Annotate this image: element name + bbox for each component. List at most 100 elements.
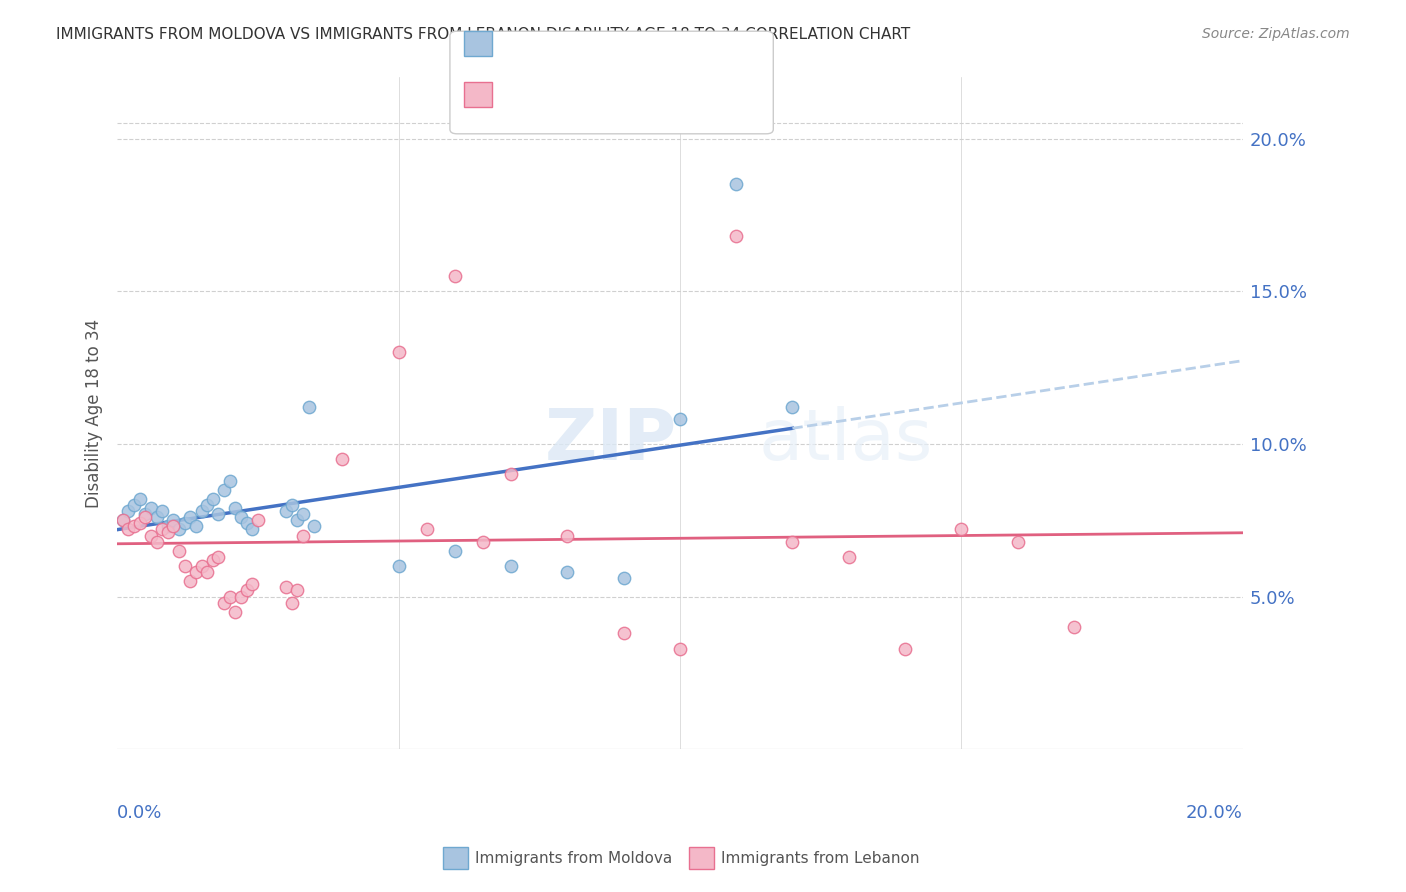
Point	[297, 401, 319, 415]
Point	[1063, 620, 1085, 634]
Point	[669, 641, 692, 656]
Point	[274, 581, 297, 595]
Point	[229, 590, 252, 604]
Point	[156, 519, 179, 533]
Text: N =: N =	[605, 31, 636, 49]
Point	[387, 559, 409, 574]
Point	[302, 519, 325, 533]
Point	[1007, 534, 1029, 549]
Point	[557, 528, 579, 542]
Point	[725, 229, 748, 244]
Text: 0.300: 0.300	[538, 31, 595, 49]
Point	[218, 590, 240, 604]
Point	[128, 491, 150, 506]
Point	[173, 516, 195, 531]
Point	[139, 501, 162, 516]
Point	[134, 510, 156, 524]
Point	[179, 510, 201, 524]
Point	[212, 596, 235, 610]
Point	[117, 504, 139, 518]
Text: Source: ZipAtlas.com: Source: ZipAtlas.com	[1202, 27, 1350, 41]
Point	[782, 534, 804, 549]
Text: 45: 45	[640, 85, 665, 103]
Point	[274, 504, 297, 518]
Point	[207, 549, 229, 564]
Text: R =: R =	[499, 31, 530, 49]
Point	[235, 583, 257, 598]
Point	[201, 553, 224, 567]
Point	[122, 519, 145, 533]
Text: -0.034: -0.034	[538, 85, 603, 103]
Text: ZIP: ZIP	[546, 406, 678, 475]
Point	[501, 467, 523, 482]
Point	[156, 525, 179, 540]
Point	[613, 571, 636, 585]
Point	[291, 507, 314, 521]
Point	[557, 565, 579, 579]
Point	[443, 268, 465, 283]
Text: N =: N =	[605, 85, 636, 103]
Point	[134, 507, 156, 521]
Point	[173, 559, 195, 574]
Point	[838, 549, 860, 564]
Point	[139, 528, 162, 542]
Point	[167, 523, 190, 537]
Text: IMMIGRANTS FROM MOLDOVA VS IMMIGRANTS FROM LEBANON DISABILITY AGE 18 TO 34 CORRE: IMMIGRANTS FROM MOLDOVA VS IMMIGRANTS FR…	[56, 27, 911, 42]
Point	[207, 507, 229, 521]
Point	[150, 504, 173, 518]
Point	[782, 401, 804, 415]
Point	[280, 596, 302, 610]
Point	[122, 498, 145, 512]
Point	[894, 641, 917, 656]
Point	[195, 565, 218, 579]
Point	[184, 565, 207, 579]
Point	[291, 528, 314, 542]
Point	[415, 523, 437, 537]
Text: 38: 38	[640, 31, 665, 49]
Point	[162, 519, 184, 533]
Point	[190, 504, 212, 518]
Point	[212, 483, 235, 497]
Text: 0.0%: 0.0%	[117, 805, 163, 822]
Point	[240, 523, 263, 537]
Point	[950, 523, 973, 537]
Text: Immigrants from Lebanon: Immigrants from Lebanon	[721, 851, 920, 865]
Y-axis label: Disability Age 18 to 34: Disability Age 18 to 34	[86, 318, 103, 508]
Point	[285, 513, 308, 527]
Point	[117, 523, 139, 537]
Point	[246, 513, 269, 527]
Point	[224, 501, 246, 516]
Point	[472, 534, 495, 549]
Text: R =: R =	[499, 85, 530, 103]
Point	[229, 510, 252, 524]
Point	[167, 543, 190, 558]
Text: atlas: atlas	[759, 406, 934, 475]
Point	[184, 519, 207, 533]
Point	[330, 452, 353, 467]
Point	[224, 605, 246, 619]
Point	[443, 543, 465, 558]
Point	[280, 498, 302, 512]
Point	[235, 516, 257, 531]
Point	[240, 577, 263, 591]
Point	[150, 523, 173, 537]
Point	[285, 583, 308, 598]
Point	[111, 513, 134, 527]
Point	[613, 626, 636, 640]
Point	[145, 510, 167, 524]
Point	[501, 559, 523, 574]
Point	[128, 516, 150, 531]
Point	[218, 474, 240, 488]
Point	[179, 574, 201, 589]
Point	[669, 412, 692, 426]
Point	[725, 178, 748, 192]
Point	[162, 513, 184, 527]
Text: 20.0%: 20.0%	[1185, 805, 1243, 822]
Point	[195, 498, 218, 512]
Text: Immigrants from Moldova: Immigrants from Moldova	[475, 851, 672, 865]
Point	[387, 345, 409, 359]
Point	[145, 534, 167, 549]
Point	[111, 513, 134, 527]
Point	[201, 491, 224, 506]
Point	[190, 559, 212, 574]
